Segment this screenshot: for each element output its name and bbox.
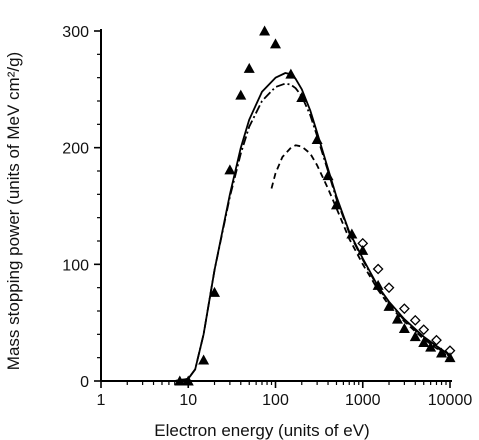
diamond-marker xyxy=(383,282,395,294)
triangle-marker xyxy=(357,244,369,255)
triangle-marker xyxy=(296,92,308,102)
dashed-line-series xyxy=(270,144,451,359)
y-tick-label: 300 xyxy=(62,24,89,41)
dash-dot-line-series xyxy=(174,82,451,382)
tick-labels: 1 10 100 1000 10000 0 100 200 300 xyxy=(62,24,472,409)
triangle-marker xyxy=(409,331,421,342)
diamond-marker xyxy=(418,324,430,336)
triangle-marker xyxy=(285,68,297,79)
triangle-marker xyxy=(418,337,430,347)
x-tick-label: 10 xyxy=(179,392,197,409)
triangle-marker xyxy=(270,38,281,49)
diamond-marker xyxy=(431,334,442,346)
triangle-marker xyxy=(346,228,358,239)
plot-area xyxy=(174,25,456,386)
triangle-marker xyxy=(322,170,334,181)
triangle-marker xyxy=(391,313,403,324)
triangle-marker xyxy=(425,341,437,352)
triangle-marker xyxy=(436,347,448,358)
diamond-marker xyxy=(372,263,384,275)
triangle-marker xyxy=(259,25,271,36)
triangle-marker xyxy=(311,134,323,144)
x-tick-label: 100 xyxy=(262,392,289,409)
triangle-marker xyxy=(243,62,255,73)
y-tick-label: 100 xyxy=(62,257,89,274)
triangle-marker xyxy=(330,199,342,210)
triangle-marker xyxy=(235,89,247,100)
x-tick-label: 10000 xyxy=(428,392,473,409)
axes xyxy=(94,29,452,388)
triangle-marker xyxy=(444,352,456,363)
triangle-marker xyxy=(198,354,210,365)
y-tick-label: 200 xyxy=(62,141,89,158)
triangle-marker xyxy=(209,286,221,297)
y-tick-label: 0 xyxy=(80,374,89,391)
x-tick-label: 1 xyxy=(97,392,106,409)
y-axis-title: Mass stopping power (units of MeV cm²/g) xyxy=(4,52,23,370)
triangle-marker xyxy=(224,164,236,175)
diamond-marker xyxy=(409,314,421,326)
triangle-marker xyxy=(372,279,384,290)
triangle-marker xyxy=(383,300,395,311)
triangle-marker xyxy=(398,323,410,333)
diamond-marker xyxy=(398,303,410,315)
x-tick-label: 1000 xyxy=(345,392,381,409)
x-axis-title: Electron energy (units of eV) xyxy=(154,421,369,440)
